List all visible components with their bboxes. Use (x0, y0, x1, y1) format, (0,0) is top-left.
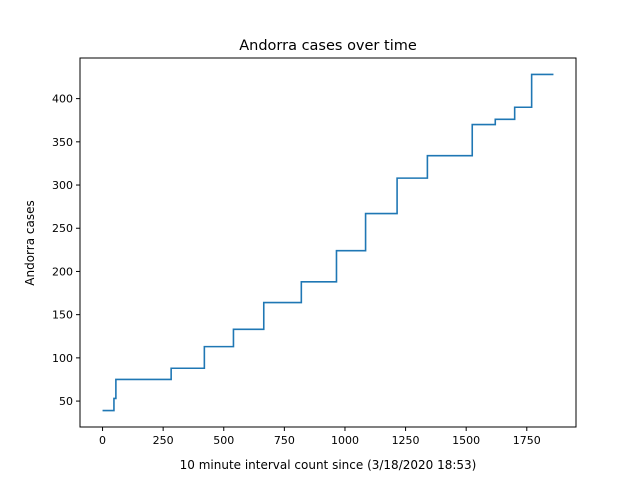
y-tick-label: 50 (59, 395, 73, 408)
y-tick-label: 150 (52, 309, 73, 322)
y-axis-label: Andorra cases (23, 200, 37, 285)
x-axis-label: 10 minute interval count since (3/18/202… (180, 458, 477, 472)
x-tick-label: 750 (274, 434, 295, 447)
series-line (102, 73, 554, 412)
y-axis: 50 100 150 200 250 300 350 400 (52, 93, 80, 408)
y-tick-label: 100 (52, 352, 73, 365)
y-tick-label: 300 (52, 179, 73, 192)
y-tick-label: 250 (52, 222, 73, 235)
plot-area (102, 73, 554, 412)
axes-frame (79, 57, 577, 428)
x-tick-label: 0 (99, 434, 106, 447)
chart-title: Andorra cases over time (239, 38, 417, 54)
x-tick-label: 1000 (331, 434, 359, 447)
x-tick-label: 1500 (452, 434, 480, 447)
x-tick-label: 250 (153, 434, 174, 447)
y-tick-label: 200 (52, 265, 73, 278)
x-tick-label: 1250 (392, 434, 420, 447)
y-tick-label: 350 (52, 136, 73, 149)
x-tick-label: 500 (213, 434, 234, 447)
x-tick-label: 1750 (513, 434, 541, 447)
x-axis: 0 250 500 750 1000 1250 1500 1750 (99, 427, 541, 447)
y-tick-label: 400 (52, 93, 73, 106)
